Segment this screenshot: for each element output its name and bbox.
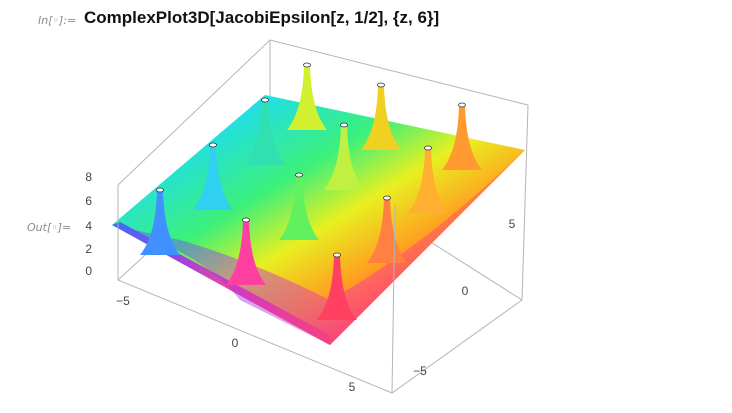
spike bbox=[367, 198, 407, 263]
y-tick-label: 0 bbox=[462, 284, 469, 298]
x-tick-label: 5 bbox=[349, 380, 356, 394]
spike-top bbox=[295, 172, 303, 178]
spike bbox=[287, 65, 327, 130]
spike bbox=[442, 105, 482, 170]
spike bbox=[140, 190, 180, 255]
x-tick-label: 0 bbox=[232, 336, 239, 350]
spike-top bbox=[340, 122, 348, 128]
spike-top bbox=[242, 217, 250, 223]
spike-top bbox=[333, 252, 341, 258]
spike bbox=[317, 255, 357, 320]
input-label: In[◦]:= bbox=[38, 14, 77, 27]
spike-top bbox=[156, 187, 164, 193]
x-tick-label: −5 bbox=[116, 294, 130, 308]
output-label: Out[◦]= bbox=[27, 221, 72, 234]
spike-top bbox=[424, 145, 432, 151]
z-tick-label: 4 bbox=[85, 219, 92, 233]
spikes bbox=[140, 62, 482, 320]
spike-top bbox=[303, 62, 311, 68]
spike bbox=[324, 125, 364, 190]
z-tick-label: 6 bbox=[85, 194, 92, 208]
z-tick-label: 8 bbox=[85, 170, 92, 184]
box-front bbox=[117, 104, 529, 394]
spike bbox=[193, 145, 233, 210]
spike-top bbox=[377, 82, 385, 88]
spike-top bbox=[458, 102, 466, 108]
spike bbox=[408, 148, 448, 213]
spike bbox=[245, 100, 285, 165]
z-tick-label: 0 bbox=[85, 264, 92, 278]
y-tick-label: −5 bbox=[413, 364, 427, 378]
spike-top bbox=[209, 142, 217, 148]
input-code[interactable]: ComplexPlot3D[JacobiEpsilon[z, 1/2], {z,… bbox=[84, 8, 440, 27]
z-tick-label: 2 bbox=[85, 242, 92, 256]
spike bbox=[226, 220, 266, 285]
spike-top bbox=[261, 97, 269, 103]
spike-top bbox=[383, 195, 391, 201]
spike bbox=[361, 85, 401, 150]
spike bbox=[279, 175, 319, 240]
y-tick-label: 5 bbox=[509, 217, 516, 231]
